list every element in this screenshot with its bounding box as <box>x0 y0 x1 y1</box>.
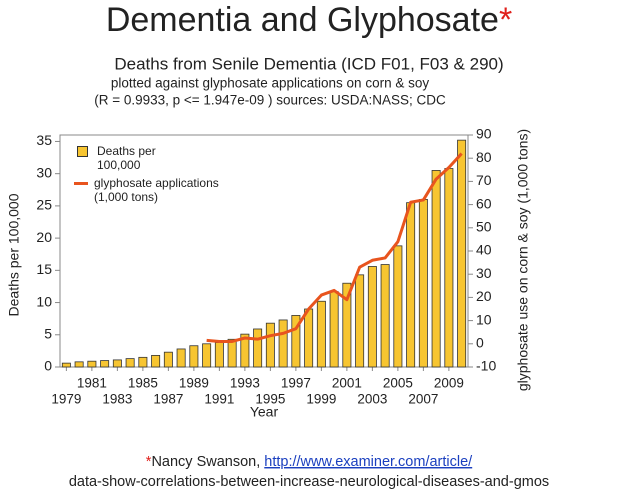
bar <box>431 170 441 368</box>
bar <box>189 345 199 368</box>
title-marker: * <box>499 1 512 39</box>
x-tick-label: 1997 <box>281 376 311 391</box>
legend-entry: glyphosate applications (1,000 tons) <box>74 176 224 204</box>
bar <box>380 264 390 368</box>
footer-author: Nancy Swanson, <box>151 454 264 470</box>
x-tick-label: 1981 <box>77 376 107 391</box>
bar <box>342 282 352 368</box>
bar <box>329 291 339 368</box>
x-tick-label: 2005 <box>383 376 413 391</box>
x-tick-label: 1995 <box>255 392 285 407</box>
legend-swatch <box>74 182 88 185</box>
line <box>206 152 463 343</box>
bar <box>291 315 301 368</box>
y2-tick-label: 50 <box>476 219 492 235</box>
bar <box>125 358 135 368</box>
y-tick-label: 10 <box>36 293 52 309</box>
y-tick-label: 5 <box>44 325 52 341</box>
bar <box>112 359 122 368</box>
bar <box>355 274 365 368</box>
footer-line: *Nancy Swanson, http://www.examiner.com/… <box>146 454 473 470</box>
bar <box>227 338 237 368</box>
y2-tick-label: 20 <box>476 288 492 304</box>
y-tick-label: 30 <box>36 164 52 180</box>
bar <box>253 328 263 368</box>
y2-tick-label: 40 <box>476 242 492 258</box>
x-axis-label: Year <box>250 404 279 420</box>
y-tick-label: 15 <box>36 261 52 277</box>
y-tick-label: 0 <box>44 358 52 374</box>
bar <box>61 362 71 368</box>
y2-axis-label: glyphosate use on corn & soy (1,000 tons… <box>515 129 531 391</box>
x-tick-label: 2007 <box>408 392 438 407</box>
bar <box>265 322 275 368</box>
legend-label: Deaths per 100,000 <box>97 144 156 172</box>
bar <box>278 319 288 368</box>
bar <box>240 333 250 368</box>
bar <box>138 356 148 368</box>
y2-tick-label: 10 <box>476 311 492 327</box>
y2-tick-label: 90 <box>476 126 492 142</box>
y-tick-label: 35 <box>36 132 52 148</box>
bar <box>418 199 428 368</box>
bar <box>74 361 84 368</box>
y-axis-label: Deaths per 100,000 <box>6 193 22 316</box>
x-tick-label: 2009 <box>434 376 464 391</box>
bar <box>151 354 161 368</box>
bar <box>316 300 326 368</box>
bar <box>393 245 403 368</box>
x-tick-label: 1993 <box>230 376 260 391</box>
y2-tick-label: 70 <box>476 172 492 188</box>
x-tick-label: 1999 <box>306 392 336 407</box>
y2-tick-label: -10 <box>476 358 496 374</box>
chart-title: Deaths from Senile Dementia (ICD F01, F0… <box>114 54 503 73</box>
bar <box>457 139 467 368</box>
footer-link[interactable]: http://www.examiner.com/article/ <box>264 454 473 470</box>
bar <box>163 351 173 368</box>
y-tick-label: 20 <box>36 229 52 245</box>
legend-entry: Deaths per 100,000 <box>74 144 224 172</box>
bar <box>87 360 97 368</box>
x-tick-label: 2003 <box>357 392 387 407</box>
subtitle: plotted against glyphosate applications … <box>111 76 429 91</box>
slide-title: Dementia and Glyphosate* <box>106 1 512 39</box>
subtitle: (R = 0.9933, p <= 1.947e-09 ) sources: U… <box>94 93 446 108</box>
bar <box>214 342 224 368</box>
title-text: Dementia and Glyphosate <box>106 1 499 39</box>
x-tick-label: 1989 <box>179 376 209 391</box>
x-tick-label: 1991 <box>204 392 234 407</box>
legend-label: glyphosate applications (1,000 tons) <box>94 176 219 204</box>
x-tick-label: 1985 <box>128 376 158 391</box>
x-tick-label: 1983 <box>102 392 132 407</box>
y2-tick-label: 80 <box>476 149 492 165</box>
footer-marker: * <box>146 454 152 470</box>
bar <box>100 360 110 368</box>
legend-swatch <box>77 146 88 157</box>
y2-tick-label: 60 <box>476 195 492 211</box>
bar <box>406 202 416 368</box>
y2-tick-label: 30 <box>476 265 492 281</box>
y-tick-label: 25 <box>36 197 52 213</box>
bar <box>202 343 212 368</box>
footer-link-continued: data-show-correlations-between-increase-… <box>69 474 549 490</box>
bar <box>176 348 186 368</box>
bar <box>304 308 314 368</box>
bar <box>367 266 377 368</box>
x-tick-label: 1987 <box>153 392 183 407</box>
x-tick-label: 1979 <box>51 392 81 407</box>
x-tick-label: 2001 <box>332 376 362 391</box>
y2-tick-label: 0 <box>476 335 484 351</box>
bar <box>444 168 454 368</box>
legend: Deaths per 100,000 glyphosate application… <box>74 144 224 208</box>
